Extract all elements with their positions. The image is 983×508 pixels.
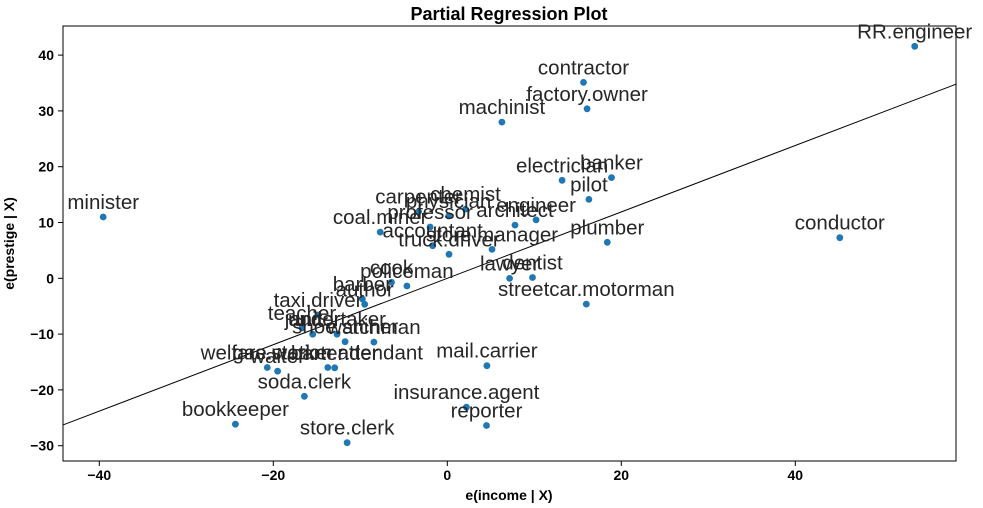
svg-text:waiter: waiter [249,345,305,368]
svg-text:40: 40 [788,467,804,483]
svg-text:contractor: contractor [538,56,629,79]
svg-text:Partial Regression Plot: Partial Regression Plot [410,4,607,24]
svg-text:−10: −10 [30,326,54,342]
svg-text:RR.engineer: RR.engineer [857,20,972,43]
svg-text:store.clerk: store.clerk [300,417,395,440]
svg-text:machinist: machinist [459,96,546,119]
svg-text:streetcar.motorman: streetcar.motorman [498,278,675,301]
svg-text:0: 0 [443,467,451,483]
svg-text:janitor: janitor [284,308,341,331]
svg-text:e(prestige | X): e(prestige | X) [1,197,17,290]
svg-text:policeman: policeman [360,260,453,283]
svg-text:−40: −40 [87,467,111,483]
svg-text:conductor: conductor [795,212,885,235]
svg-text:40: 40 [38,47,54,63]
svg-text:truck.driver: truck.driver [398,228,500,251]
svg-text:engineer: engineer [496,194,576,217]
svg-text:bookkeeper: bookkeeper [182,398,289,421]
svg-text:−20: −20 [261,467,285,483]
svg-text:e(income | X): e(income | X) [465,487,552,503]
svg-text:plumber: plumber [570,216,644,239]
svg-text:0: 0 [46,270,54,286]
svg-text:soda.clerk: soda.clerk [258,370,352,393]
svg-text:20: 20 [38,159,54,175]
svg-text:−20: −20 [30,382,54,398]
svg-text:20: 20 [614,467,630,483]
svg-text:30: 30 [38,103,54,119]
svg-text:coal.miner: coal.miner [333,206,428,229]
svg-text:minister: minister [67,191,139,214]
svg-text:−30: −30 [30,438,54,454]
svg-text:10: 10 [38,215,54,231]
svg-text:electrician: electrician [516,154,608,177]
svg-text:mail.carrier: mail.carrier [436,340,538,363]
svg-text:insurance.agent: insurance.agent [393,381,539,404]
svg-text:lawyer: lawyer [480,252,539,275]
